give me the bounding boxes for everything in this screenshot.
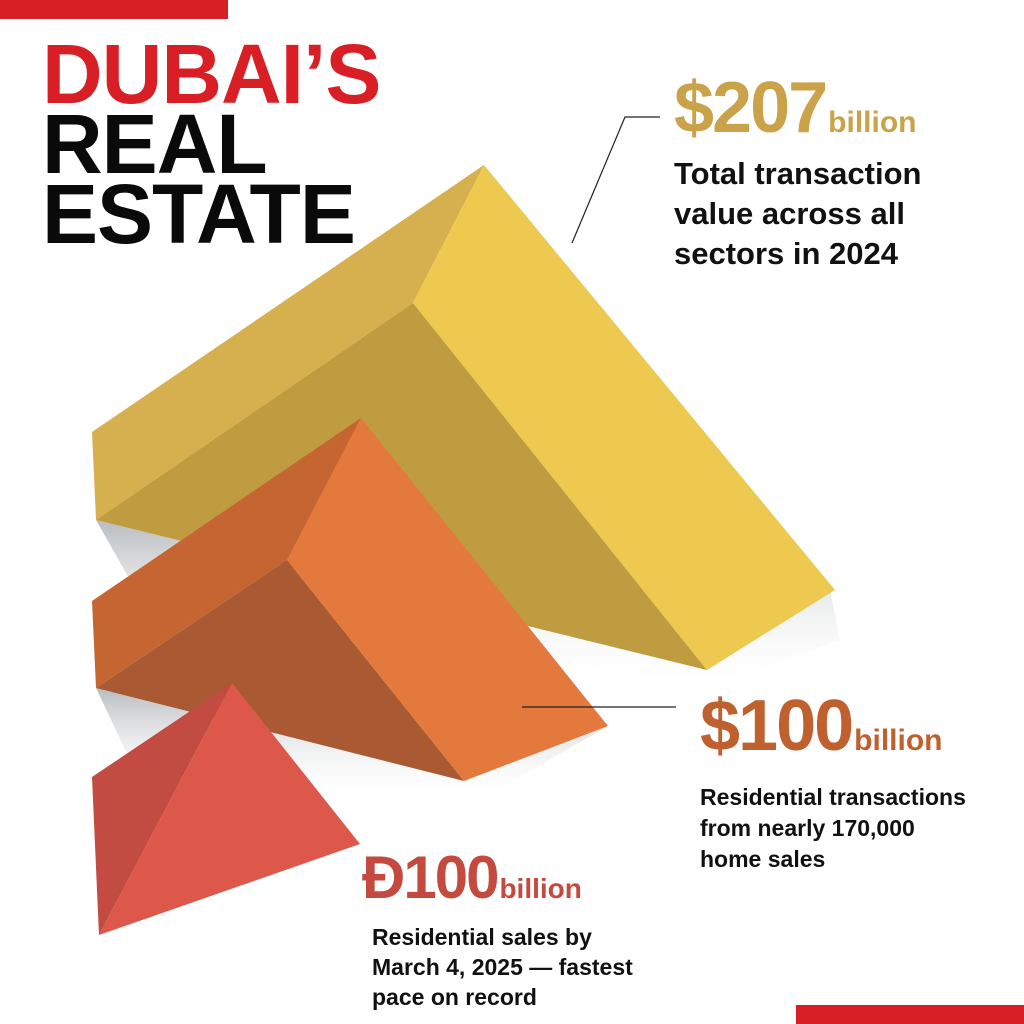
desc-line: home sales	[700, 846, 826, 872]
stat-amount: $207	[674, 68, 828, 148]
desc-line: pace on record	[372, 984, 537, 1010]
orange-block	[92, 418, 608, 805]
desc-line: Total transaction	[674, 156, 922, 191]
stat-unit: billion	[499, 873, 582, 904]
orange-front-face	[96, 560, 464, 781]
orange-top-face	[92, 418, 361, 688]
page-title: DUBAI’S REAL ESTATE	[42, 27, 381, 261]
desc-line: value across all	[674, 196, 905, 231]
stat-unit: billion	[854, 724, 943, 757]
title-line-2: REAL	[42, 97, 268, 191]
stat-amount: $100	[700, 686, 854, 766]
desc-line: March 4, 2025 — fastest	[372, 954, 633, 980]
red-left-face	[92, 683, 232, 935]
desc-line: Residential transactions	[700, 784, 966, 810]
yellow-top-face	[92, 165, 484, 520]
desc-line: sectors in 2024	[674, 236, 899, 271]
stat-total-transactions: $207billion Total transaction value acro…	[674, 72, 921, 274]
stat-description: Residential sales by March 4, 2025 — fas…	[372, 922, 633, 1012]
orange-right-face	[287, 418, 608, 781]
red-pyramid	[92, 683, 360, 935]
leader-line-207	[571, 116, 660, 244]
title-line-3: ESTATE	[42, 167, 356, 261]
stat-unit: billion	[828, 106, 917, 139]
yellow-right-face	[413, 165, 835, 670]
stat-residential-sales: Đ100billion Residential sales by March 4…	[362, 848, 633, 1012]
desc-line: from nearly 170,000	[700, 815, 915, 841]
top-accent-bar	[0, 0, 228, 19]
title-line-1: DUBAI’S	[42, 27, 381, 121]
stat-residential-transactions: $100billion Residential transactions fro…	[700, 690, 966, 875]
stat-description: Total transaction value across all secto…	[674, 154, 921, 274]
stat-description: Residential transactions from nearly 170…	[700, 782, 966, 875]
dirham-icon: Đ	[362, 844, 405, 911]
orange-shadow	[96, 688, 608, 805]
desc-line: Residential sales by	[372, 924, 592, 950]
red-right-face	[99, 683, 360, 935]
stat-amount: 100	[403, 844, 499, 911]
bottom-accent-bar	[796, 1005, 1024, 1024]
